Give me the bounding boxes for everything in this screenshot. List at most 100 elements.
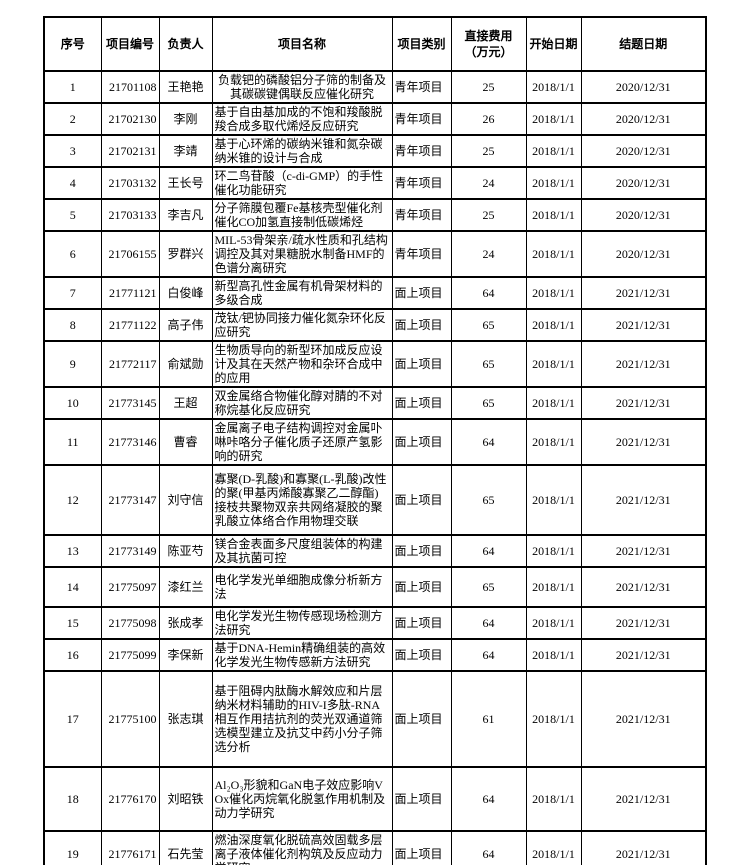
cell-start-date: 2018/1/1 <box>525 830 582 865</box>
cell-serial-number: 6 <box>43 230 102 278</box>
cell-project-name: 生物质导向的新型环加成反应设计及其在天然产物和杂环合成中的应用 <box>211 340 393 388</box>
cell-end-date: 2021/12/31 <box>580 340 707 388</box>
cell-start-date: 2018/1/1 <box>525 534 582 568</box>
cell-end-date: 2020/12/31 <box>580 134 707 168</box>
cell-project-type: 面上项目 <box>391 340 452 388</box>
cell-start-date: 2018/1/1 <box>525 418 582 466</box>
cell-start-date: 2018/1/1 <box>525 606 582 640</box>
col-header-fee: 直接费用 （万元） <box>450 16 527 72</box>
cell-end-date: 2020/12/31 <box>580 102 707 136</box>
cell-direct-cost: 64 <box>450 830 527 865</box>
cell-principal: 李保新 <box>158 638 213 672</box>
cell-project-name: 基于阻碍内肽酶水解效应和片层纳米材料辅助的HIV-I多肽-RNA相互作用拮抗剂的… <box>211 670 393 768</box>
cell-principal: 李刚 <box>158 102 213 136</box>
cell-direct-cost: 64 <box>450 766 527 832</box>
cell-start-date: 2018/1/1 <box>525 766 582 832</box>
cell-project-code: 21703133 <box>100 198 160 232</box>
cell-project-code: 21772117 <box>100 340 160 388</box>
table-row: 11 21773146 曹睿 金属离子电子结构调控对金属卟啉咔咯分子催化质子还原… <box>43 418 707 466</box>
cell-start-date: 2018/1/1 <box>525 308 582 342</box>
cell-project-code: 21702130 <box>100 102 160 136</box>
cell-serial-number: 7 <box>43 276 102 310</box>
table-row: 14 21775097 漆红兰 电化学发光单细胞成像分析新方法 面上项目 65 … <box>43 566 707 608</box>
cell-start-date: 2018/1/1 <box>525 386 582 420</box>
cell-project-type: 面上项目 <box>391 766 452 832</box>
cell-start-date: 2018/1/1 <box>525 638 582 672</box>
cell-project-code: 21775100 <box>100 670 160 768</box>
cell-project-code: 21775099 <box>100 638 160 672</box>
cell-direct-cost: 26 <box>450 102 527 136</box>
cell-direct-cost: 64 <box>450 638 527 672</box>
cell-project-type: 面上项目 <box>391 566 452 608</box>
table-header: 序号 项目编号 负责人 项目名称 项目类别 直接费用 （万元） 开始日期 结题日… <box>43 16 707 72</box>
cell-principal: 李靖 <box>158 134 213 168</box>
cell-project-code: 21771121 <box>100 276 160 310</box>
cell-end-date: 2021/12/31 <box>580 566 707 608</box>
col-header-no: 序号 <box>43 16 102 72</box>
cell-project-type: 面上项目 <box>391 534 452 568</box>
cell-serial-number: 13 <box>43 534 102 568</box>
cell-start-date: 2018/1/1 <box>525 166 582 200</box>
table-row: 6 21706155 罗群兴 MIL-53骨架亲/疏水性质和孔结构调控及其对果糖… <box>43 230 707 278</box>
cell-start-date: 2018/1/1 <box>525 276 582 310</box>
cell-start-date: 2018/1/1 <box>525 670 582 768</box>
cell-project-name: 电化学发光单细胞成像分析新方法 <box>211 566 393 608</box>
cell-project-code: 21775097 <box>100 566 160 608</box>
cell-serial-number: 10 <box>43 386 102 420</box>
cell-serial-number: 15 <box>43 606 102 640</box>
table-row: 1 21701108 王艳艳 负载钯的磷酸铝分子筛的制备及其碳碳键偶联反应催化研… <box>43 70 707 104</box>
cell-serial-number: 1 <box>43 70 102 104</box>
cell-start-date: 2018/1/1 <box>525 340 582 388</box>
cell-project-code: 21773149 <box>100 534 160 568</box>
cell-end-date: 2020/12/31 <box>580 166 707 200</box>
cell-direct-cost: 61 <box>450 670 527 768</box>
cell-project-name: 金属离子电子结构调控对金属卟啉咔咯分子催化质子还原产氢影响的研究 <box>211 418 393 466</box>
cell-project-code: 21773145 <box>100 386 160 420</box>
col-header-pi: 负责人 <box>158 16 213 72</box>
cell-serial-number: 16 <box>43 638 102 672</box>
cell-serial-number: 9 <box>43 340 102 388</box>
cell-project-name: MIL-53骨架亲/疏水性质和孔结构调控及其对果糖脱水制备HMF的色谱分离研究 <box>211 230 393 278</box>
cell-project-type: 青年项目 <box>391 166 452 200</box>
cell-direct-cost: 64 <box>450 534 527 568</box>
cell-principal: 罗群兴 <box>158 230 213 278</box>
cell-direct-cost: 65 <box>450 340 527 388</box>
cell-principal: 曹睿 <box>158 418 213 466</box>
col-header-code: 项目编号 <box>100 16 160 72</box>
table-row: 13 21773149 陈亚芍 镁合金表面多尺度组装体的构建及其抗菌可控 面上项… <box>43 534 707 568</box>
col-header-end: 结题日期 <box>580 16 707 72</box>
col-header-start: 开始日期 <box>525 16 582 72</box>
cell-principal: 张志琪 <box>158 670 213 768</box>
table-row: 2 21702130 李刚 基于自由基加成的不饱和羧酸脱羧合成多取代烯烃反应研究… <box>43 102 707 136</box>
cell-project-type: 青年项目 <box>391 230 452 278</box>
header-row: 序号 项目编号 负责人 项目名称 项目类别 直接费用 （万元） 开始日期 结题日… <box>43 16 707 72</box>
cell-serial-number: 18 <box>43 766 102 832</box>
cell-end-date: 2021/12/31 <box>580 276 707 310</box>
cell-serial-number: 3 <box>43 134 102 168</box>
cell-project-code: 21776171 <box>100 830 160 865</box>
cell-principal: 王长号 <box>158 166 213 200</box>
cell-project-name: 环二鸟苷酸（c-di-GMP）的手性催化功能研究 <box>211 166 393 200</box>
table-row: 9 21772117 俞斌勋 生物质导向的新型环加成反应设计及其在天然产物和杂环… <box>43 340 707 388</box>
cell-project-type: 面上项目 <box>391 638 452 672</box>
cell-end-date: 2021/12/31 <box>580 766 707 832</box>
cell-project-type: 面上项目 <box>391 606 452 640</box>
cell-project-code: 21701108 <box>100 70 160 104</box>
cell-project-type: 青年项目 <box>391 198 452 232</box>
cell-project-type: 面上项目 <box>391 830 452 865</box>
table-body: 1 21701108 王艳艳 负载钯的磷酸铝分子筛的制备及其碳碳键偶联反应催化研… <box>43 70 707 865</box>
table-row: 16 21775099 李保新 基于DNA-Hemin精确组装的高效化学发光生物… <box>43 638 707 672</box>
cell-end-date: 2021/12/31 <box>580 308 707 342</box>
table-row: 10 21773145 王超 双金属络合物催化醇对腈的不对称烷基化反应研究 面上… <box>43 386 707 420</box>
cell-project-code: 21776170 <box>100 766 160 832</box>
cell-end-date: 2020/12/31 <box>580 198 707 232</box>
cell-principal: 石先莹 <box>158 830 213 865</box>
cell-project-code: 21702131 <box>100 134 160 168</box>
cell-principal: 刘昭铁 <box>158 766 213 832</box>
cell-direct-cost: 65 <box>450 308 527 342</box>
table-row: 8 21771122 高子伟 茂钛/钯协同接力催化氮杂环化反应研究 面上项目 6… <box>43 308 707 342</box>
cell-start-date: 2018/1/1 <box>525 566 582 608</box>
cell-end-date: 2020/12/31 <box>580 230 707 278</box>
table-row: 12 21773147 刘守信 寡聚(D-乳酸)和寡聚(L-乳酸)改性的聚(甲基… <box>43 464 707 536</box>
cell-project-code: 21775098 <box>100 606 160 640</box>
